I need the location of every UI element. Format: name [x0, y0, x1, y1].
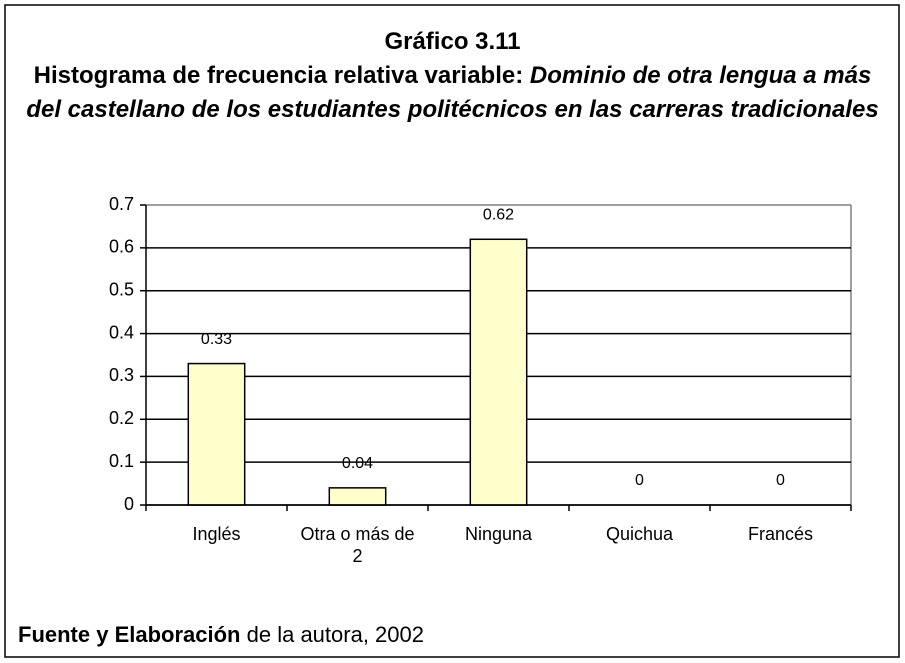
bar: [469, 238, 528, 506]
y-tick-label: 0.2: [109, 408, 134, 428]
y-tick-label: 0.3: [109, 365, 134, 385]
source: Fuente y Elaboración de la autora, 2002: [18, 622, 424, 648]
chart-subtitle: Histograma de frecuencia relativa variab…: [17, 59, 888, 127]
chart-title: Gráfico 3.11: [384, 28, 521, 55]
y-tick-label: 0.4: [109, 322, 134, 342]
x-tick-label: Quichua: [605, 524, 674, 544]
y-tick-label: 0.7: [109, 194, 134, 214]
value-label: 0.04: [342, 455, 373, 472]
source-strong: Fuente y Elaboración: [18, 622, 241, 647]
value-label: 0.62: [483, 207, 514, 224]
x-tick-label: Ninguna: [464, 524, 533, 544]
value-label: 0.33: [201, 331, 232, 348]
x-tick-label: Francés: [747, 524, 814, 544]
value-label: 0: [635, 472, 644, 489]
subtitle-text: Histograma de frecuencia relativa variab…: [33, 62, 524, 89]
x-tick-label: Inglés: [192, 524, 241, 544]
x-tick-label: Otra o más de 2: [300, 524, 415, 566]
y-tick-label: 0.1: [109, 451, 134, 471]
y-tick-label: 0: [124, 494, 134, 514]
subtitle-emphasis: Dominio de otra lengua a más del castell…: [26, 62, 879, 123]
y-tick-label: 0.6: [109, 237, 134, 257]
y-tick-label: 0.5: [109, 279, 134, 299]
bar: [187, 362, 246, 506]
value-label: 0: [776, 472, 785, 489]
source-text: de la autora, 2002: [246, 622, 424, 647]
frame: [4, 4, 900, 658]
bar: [328, 487, 387, 506]
